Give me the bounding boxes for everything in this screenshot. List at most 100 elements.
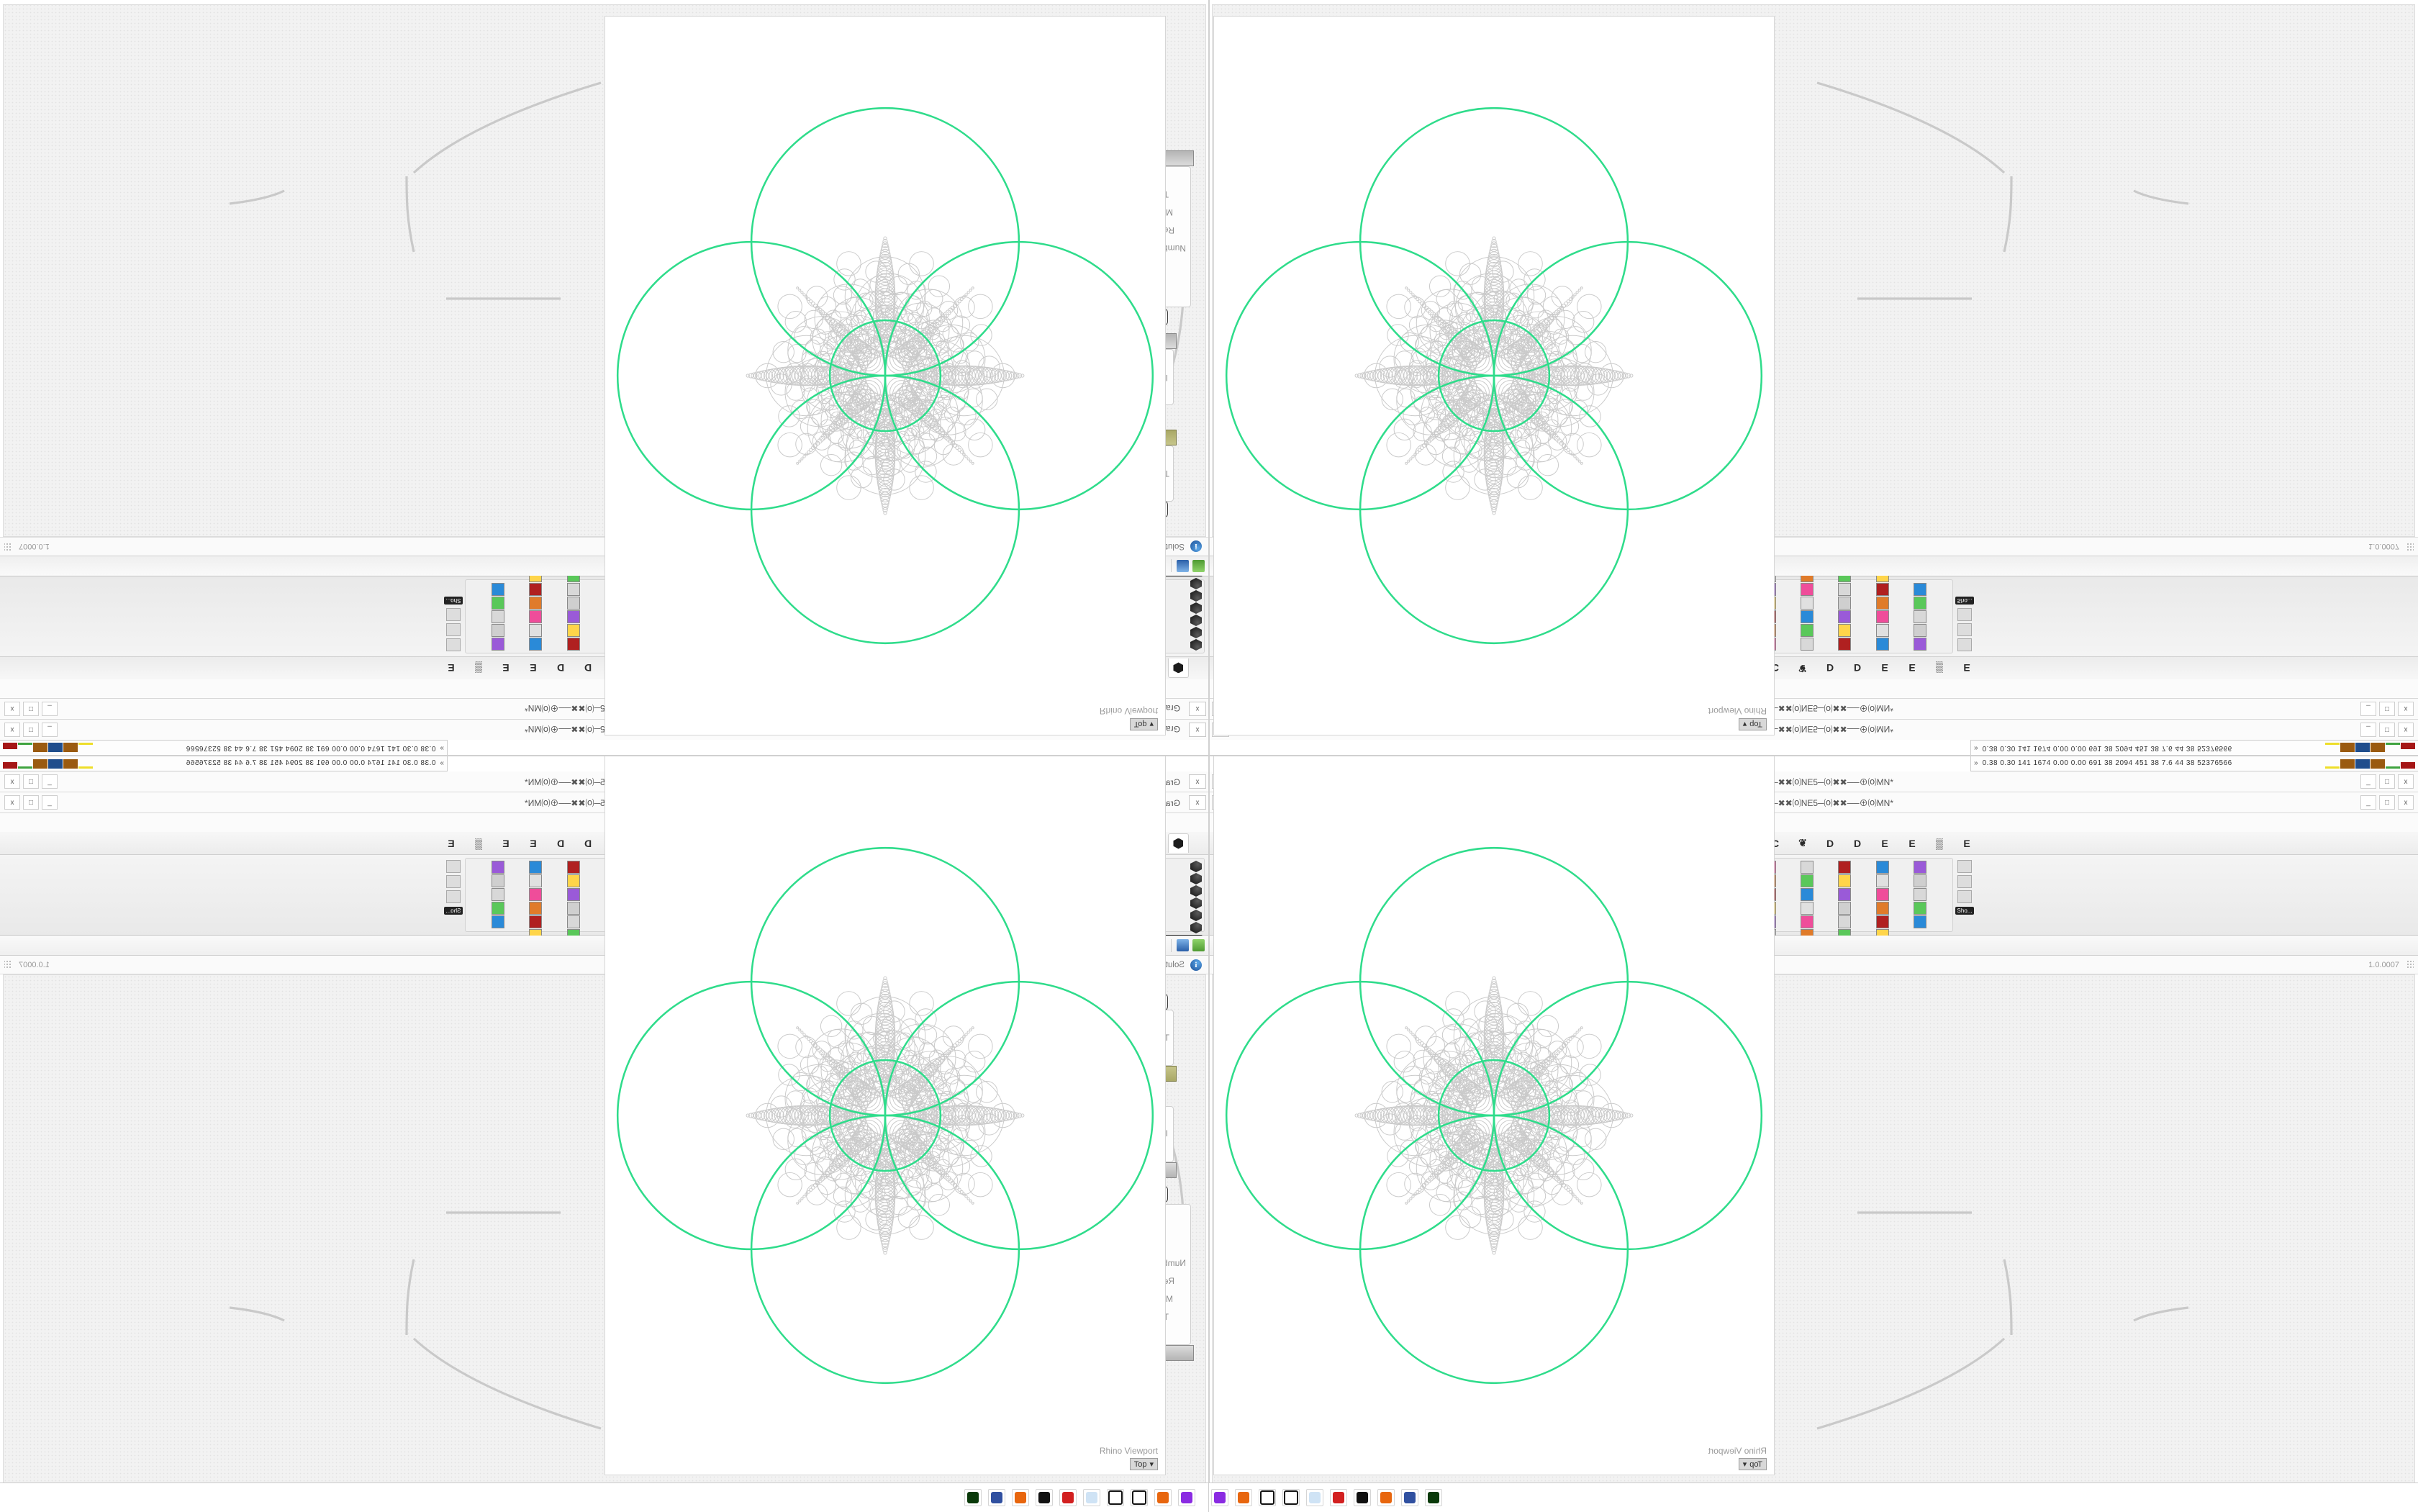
- maximize-button[interactable]: □: [2379, 702, 2395, 716]
- rhino-viewport-4[interactable]: Top ▾ Rhino Viewport: [1213, 756, 1775, 1475]
- window-close-icon-back[interactable]: x: [1189, 774, 1206, 789]
- red-card-icon[interactable]: [1330, 1488, 1347, 1506]
- ribbon-tab-ext-17[interactable]: E: [448, 837, 455, 849]
- firefox-icon[interactable]: [1012, 1488, 1029, 1506]
- component-icon[interactable]: [492, 583, 505, 596]
- maximize-button-back[interactable]: □: [23, 774, 39, 789]
- component-icon[interactable]: [529, 610, 543, 623]
- component-icon[interactable]: [1875, 638, 1889, 651]
- monitor-icon[interactable]: [446, 890, 461, 903]
- component-icon[interactable]: [1801, 874, 1814, 887]
- component-icon[interactable]: [566, 638, 580, 651]
- component-icon[interactable]: [492, 638, 505, 651]
- notepad-icon[interactable]: [1306, 1488, 1323, 1506]
- component-icon[interactable]: [566, 915, 580, 928]
- component-icon[interactable]: [566, 888, 580, 901]
- ribbon-tab-ext-15[interactable]: E: [502, 837, 510, 849]
- ink-icon[interactable]: [1036, 1488, 1053, 1506]
- component-icon[interactable]: [1875, 915, 1889, 928]
- ribbon-tab-ext-14[interactable]: E: [530, 662, 537, 674]
- resize-grip[interactable]: [4, 543, 12, 551]
- viewport-view-button[interactable]: Top ▾: [1738, 718, 1767, 730]
- minimize-button-back[interactable]: _: [2360, 774, 2376, 789]
- maximize-button[interactable]: □: [23, 702, 39, 716]
- component-icon[interactable]: [1875, 861, 1889, 874]
- component-icon[interactable]: [492, 624, 505, 637]
- maximize-button[interactable]: □: [23, 795, 39, 810]
- ribbon-tab-ext-11[interactable]: ❦: [1798, 837, 1807, 848]
- component-icon[interactable]: [1801, 888, 1814, 901]
- ribbon-tab-ext-12[interactable]: D: [584, 662, 592, 674]
- component-icon[interactable]: [1801, 861, 1814, 874]
- terminal-green-icon[interactable]: [1425, 1488, 1442, 1506]
- ribbon-tab-ext-14[interactable]: E: [530, 837, 537, 849]
- component-icon[interactable]: [1190, 910, 1202, 921]
- close-button[interactable]: x: [4, 795, 20, 810]
- viewport-view-button[interactable]: Top ▾: [1129, 718, 1158, 730]
- component-icon[interactable]: [1913, 583, 1926, 596]
- component-icon[interactable]: [1838, 597, 1852, 610]
- component-icon[interactable]: [1801, 597, 1814, 610]
- window-close-icon-back[interactable]: x: [1189, 723, 1206, 737]
- ribbon-tab-ext-15[interactable]: E: [1908, 837, 1916, 849]
- ribbon-tab-ext-12[interactable]: D: [1826, 662, 1834, 674]
- close-button-back[interactable]: x: [4, 774, 20, 789]
- component-icon[interactable]: [1875, 597, 1889, 610]
- component-icon[interactable]: [1801, 638, 1814, 651]
- save-icon[interactable]: [1177, 560, 1189, 572]
- component-icon[interactable]: [1801, 610, 1814, 623]
- sysmon-chevron[interactable]: »: [440, 759, 444, 767]
- component-icon[interactable]: [1190, 602, 1202, 614]
- component-icon[interactable]: [529, 624, 543, 637]
- component-icon[interactable]: [1913, 902, 1926, 915]
- octopus-icon[interactable]: [1178, 1488, 1195, 1506]
- component-icon[interactable]: [1838, 888, 1852, 901]
- component-icon[interactable]: [566, 583, 580, 596]
- component-icon[interactable]: [529, 583, 543, 596]
- component-icon[interactable]: [492, 610, 505, 623]
- maximize-button[interactable]: □: [2379, 795, 2395, 810]
- component-icon[interactable]: [529, 638, 543, 651]
- ribbon-tab-ext-14[interactable]: E: [1881, 837, 1888, 849]
- resize-grip[interactable]: [2406, 543, 2414, 551]
- component-icon[interactable]: [1913, 638, 1926, 651]
- ribbon-tab-ext-10[interactable]: C: [1771, 837, 1780, 849]
- maze-icon[interactable]: [1131, 1488, 1148, 1506]
- maximize-button-back[interactable]: □: [2379, 723, 2395, 737]
- close-button-back[interactable]: x: [2398, 774, 2414, 789]
- component-icon[interactable]: [1875, 610, 1889, 623]
- ribbon-tab-ext-15[interactable]: E: [1908, 662, 1916, 674]
- glasses-alt-icon[interactable]: [1957, 623, 1972, 636]
- component-icon[interactable]: [492, 874, 505, 887]
- monitor-icon[interactable]: [1957, 890, 1972, 903]
- component-icon[interactable]: [1838, 624, 1852, 637]
- swastika-maze-icon[interactable]: [1282, 1488, 1300, 1506]
- component-icon[interactable]: [1913, 874, 1926, 887]
- close-button-back[interactable]: x: [4, 723, 20, 737]
- component-icon[interactable]: [1190, 897, 1202, 909]
- resize-grip[interactable]: [4, 960, 12, 969]
- component-icon[interactable]: [492, 861, 505, 874]
- glasses-alt-icon[interactable]: [446, 623, 461, 636]
- component-icon[interactable]: [1801, 624, 1814, 637]
- minimize-button-back[interactable]: _: [42, 723, 58, 737]
- swastika-maze-icon[interactable]: [1107, 1488, 1124, 1506]
- component-icon[interactable]: [1838, 638, 1852, 651]
- component-icon[interactable]: [1801, 902, 1814, 915]
- ribbon-tab-0[interactable]: [1168, 658, 1189, 678]
- ribbon-tab-ext-12[interactable]: D: [1826, 837, 1834, 849]
- component-icon[interactable]: [1875, 902, 1889, 915]
- glasses-alt-icon[interactable]: [446, 875, 461, 888]
- open-icon[interactable]: [1192, 939, 1205, 951]
- close-button[interactable]: x: [2398, 795, 2414, 810]
- component-icon[interactable]: [1838, 583, 1852, 596]
- monitor-icon[interactable]: [446, 608, 461, 621]
- component-icon[interactable]: [529, 902, 543, 915]
- sysmon-chevron[interactable]: »: [1974, 744, 1978, 752]
- component-icon[interactable]: [1838, 610, 1852, 623]
- floppy-pa-icon[interactable]: [1401, 1488, 1418, 1506]
- window-close-icon[interactable]: x: [1189, 795, 1206, 810]
- viewport-view-button[interactable]: Top ▾: [1129, 1458, 1158, 1470]
- minimize-button[interactable]: _: [2360, 795, 2376, 810]
- component-icon[interactable]: [1190, 873, 1202, 884]
